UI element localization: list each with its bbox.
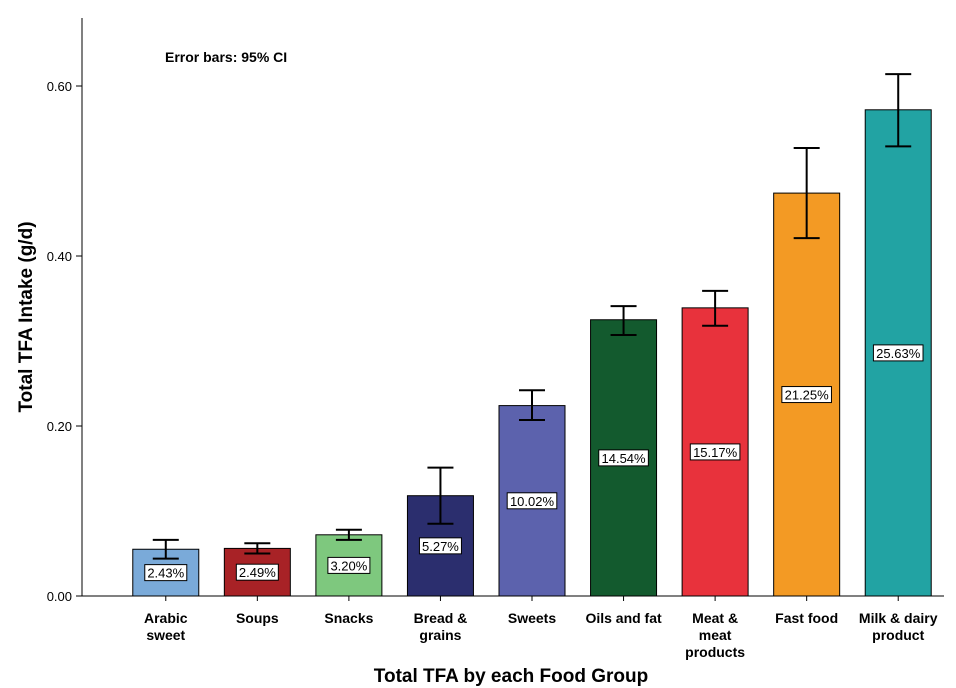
x-tick-label: Meat & meat products — [685, 610, 745, 660]
data-label-box — [598, 449, 649, 467]
data-label: 2.49% — [239, 565, 276, 580]
y-tick-label: 0.60 — [47, 79, 72, 94]
data-label: 25.63% — [876, 346, 921, 361]
x-tick-label: Fast food — [775, 610, 838, 626]
data-label-box — [418, 537, 462, 555]
data-label: 10.02% — [510, 494, 555, 509]
error-bars — [152, 73, 912, 560]
data-label-box — [689, 443, 741, 461]
data-label: 5.27% — [422, 539, 459, 554]
error-bars-annotation: Error bars: 95% CI — [165, 49, 287, 65]
x-tick-label: Sweets — [508, 610, 556, 626]
data-label-box — [872, 344, 924, 362]
x-axis-label: Total TFA by each Food Group — [374, 666, 648, 687]
y-tick-label: 0.20 — [47, 419, 72, 434]
y-ticks: 0.00 0.20 0.40 0.60 — [47, 79, 82, 604]
data-labels: 2.43% 2.49% 3.20% 5.27% 10.02% 14.54% 15.17% 21… — [144, 344, 924, 582]
x-tick-label: Arabic sweet — [144, 610, 188, 643]
data-label-box — [144, 564, 188, 582]
x-tick-label: Bread & grains — [414, 610, 468, 643]
x-tick-label: Soups — [236, 610, 279, 626]
data-label: 3.20% — [330, 558, 367, 573]
data-label-box — [327, 556, 371, 574]
data-label: 14.54% — [602, 451, 647, 466]
bars — [132, 109, 932, 597]
x-tick-label: Oils and fat — [585, 610, 662, 626]
y-tick-label: 0.40 — [47, 249, 72, 264]
data-label-box — [781, 386, 832, 404]
x-tick-labels: Arabic sweet Soups Snacks Bread & grains Sweet… — [144, 596, 938, 660]
data-label-box — [506, 492, 558, 510]
data-label: 2.43% — [147, 566, 184, 581]
data-label: 21.25% — [785, 388, 830, 403]
x-tick-label: Snacks — [324, 610, 373, 626]
data-label: 15.17% — [693, 445, 738, 460]
x-tick-label: Milk & dairy product — [859, 610, 938, 643]
y-axis-label: Total TFA Intake (g/d) — [16, 221, 37, 412]
y-tick-label: 0.00 — [47, 589, 72, 604]
data-label-box — [235, 563, 279, 581]
